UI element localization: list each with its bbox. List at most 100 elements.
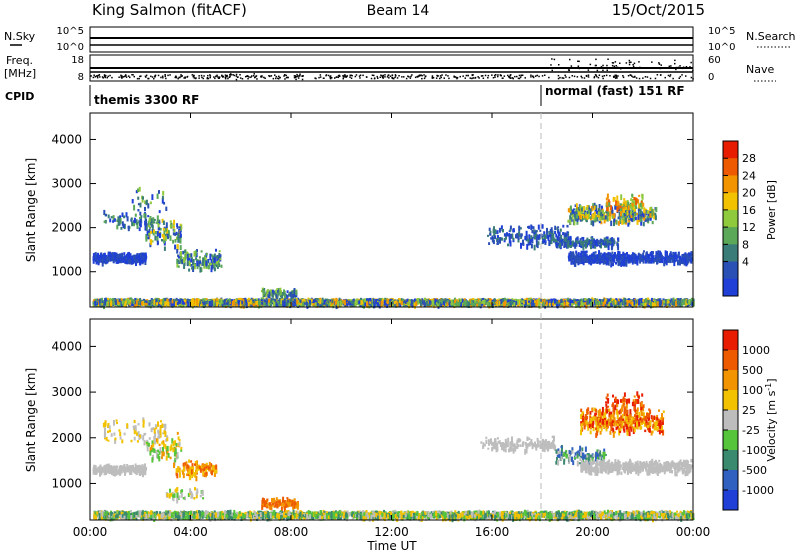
nave-dot	[690, 61, 692, 64]
nave-dot	[227, 77, 229, 80]
range-gate-cell	[497, 236, 499, 240]
nave-dot	[319, 74, 322, 76]
nave-dot	[628, 59, 631, 62]
nave-dot	[329, 77, 332, 80]
range-gate-cell	[110, 301, 113, 307]
nave-dot	[625, 62, 628, 64]
nave-dot	[660, 64, 662, 66]
nave-dot	[425, 75, 427, 77]
range-gate-cell	[208, 301, 211, 306]
nave-dot	[233, 74, 236, 77]
range-gate-cell	[174, 299, 177, 302]
range-gate-cell	[213, 301, 216, 308]
range-gate-cell	[527, 241, 530, 246]
range-gate-cell	[123, 301, 126, 307]
range-gate-cell	[147, 220, 150, 226]
nave-dot	[562, 77, 565, 79]
range-gate-cell	[257, 302, 260, 309]
nave-dot	[631, 75, 633, 77]
range-gate-cell	[155, 298, 158, 303]
range-gate-cell	[423, 302, 426, 306]
nave-dot	[544, 74, 546, 76]
range-gate-cell	[688, 300, 691, 305]
range-gate-cell	[513, 229, 515, 233]
range-gate-cell	[183, 299, 186, 303]
nave-dot	[692, 78, 694, 80]
nave-dot	[614, 61, 617, 63]
range-gate-cell	[247, 297, 250, 301]
nave-dot	[294, 76, 297, 78]
nave-dot	[261, 75, 263, 77]
range-gate-cell	[92, 260, 95, 264]
nave-dot	[216, 74, 218, 77]
range-gate-cell	[654, 302, 657, 308]
range-gate-cell	[574, 300, 577, 304]
nave-dot	[284, 78, 286, 80]
range-gate-cell	[172, 232, 175, 236]
nave-dot	[548, 76, 550, 79]
range-gate-cell	[416, 298, 419, 302]
range-gate-cell	[139, 298, 142, 303]
range-gate-cell	[689, 299, 692, 304]
range-gate-cell	[176, 226, 179, 229]
nave-dot	[250, 76, 252, 78]
nave-dot	[380, 74, 382, 76]
range-gate-cell	[658, 298, 661, 303]
range-gate-cell	[609, 300, 612, 303]
range-gate-cell	[443, 300, 446, 306]
range-gate-cell	[417, 302, 420, 305]
nave-dot	[186, 76, 188, 78]
range-gate-cell	[261, 301, 263, 305]
range-gate-cell	[565, 236, 568, 243]
nave-dot	[585, 75, 588, 77]
nave-dot	[200, 74, 203, 77]
range-gate-cell	[139, 202, 142, 208]
range-gate-cell	[692, 301, 695, 307]
nave-dot	[395, 75, 397, 77]
nave-dot	[678, 77, 680, 79]
range-gate-cell	[93, 258, 96, 261]
nave-dot	[607, 58, 609, 60]
range-gate-cell	[112, 254, 115, 260]
range-gate-cell	[300, 302, 303, 308]
nave-dot	[269, 75, 271, 78]
range-gate-cell	[127, 258, 130, 262]
range-gate-cell	[212, 255, 215, 260]
nave-dot	[256, 78, 258, 80]
range-gate-cell	[563, 301, 566, 306]
range-gate-cell	[679, 298, 682, 302]
range-gate-cell	[190, 258, 193, 263]
range-gate-cell	[246, 299, 249, 303]
nave-dot	[180, 74, 182, 76]
range-gate-cell	[215, 255, 218, 258]
nave-dot	[160, 76, 162, 79]
range-gate-cell	[314, 302, 317, 308]
range-gate-cell	[524, 300, 527, 303]
nave-dot	[520, 74, 523, 77]
range-gate-cell	[158, 302, 161, 305]
nave-dot	[350, 77, 353, 79]
range-gate-cell	[127, 255, 130, 260]
range-gate-cell	[183, 261, 186, 266]
range-gate-cell	[676, 300, 679, 305]
range-gate-cell	[196, 300, 199, 303]
nave-dot	[215, 75, 217, 78]
range-gate-cell	[419, 299, 421, 304]
range-gate-cell	[286, 294, 289, 298]
nave-dot	[605, 74, 608, 77]
range-gate-cell	[218, 250, 221, 253]
range-gate-cell	[460, 301, 462, 307]
nave-dot	[154, 74, 157, 77]
range-gate-cell	[205, 252, 208, 256]
nave-dot	[553, 58, 556, 61]
nave-dot	[192, 75, 194, 78]
range-gate-cell	[197, 298, 200, 304]
nave-dot	[524, 77, 526, 79]
nave-dot	[193, 74, 195, 77]
range-gate-cell	[275, 294, 278, 300]
range-gate-cell	[161, 239, 163, 242]
range-gate-cell	[175, 301, 177, 307]
range-gate-cell	[113, 256, 116, 261]
range-gate-cell	[669, 300, 671, 304]
range-gate-cell	[98, 298, 101, 304]
